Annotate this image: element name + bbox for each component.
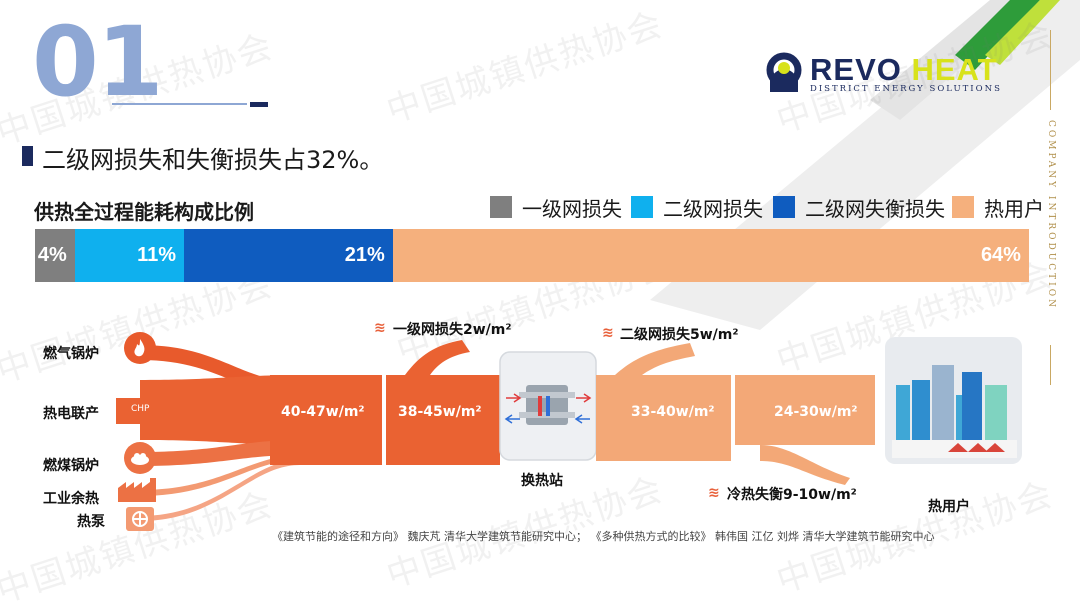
flow-stream-industrial	[140, 455, 300, 496]
legend-swatch	[631, 196, 653, 218]
flow-value: 24-30w/m²	[774, 404, 858, 420]
flow-stream-heat-pump	[140, 460, 300, 521]
flame-icon	[124, 332, 156, 364]
flow-loss-imbalance	[760, 445, 850, 485]
heat-wave-icon: ≋	[602, 325, 614, 341]
station-label: 换热站	[521, 473, 563, 489]
source-heat-pump: 热泵	[77, 514, 105, 530]
legend-label: 二级网损失	[663, 196, 763, 221]
factory-icon	[118, 478, 156, 502]
chart-title: 供热全过程能耗构成比例	[34, 200, 254, 224]
bar-segment-label: 21%	[344, 244, 385, 266]
legend-swatch	[952, 196, 974, 218]
flow-loss-secondary	[615, 343, 695, 375]
citation: 《建筑节能的途径和方向》 魏庆芃 清华大学建筑节能研究中心； 《多种供热方式的比…	[272, 530, 935, 543]
side-text: COMPANY INTRODUCTION	[1046, 120, 1056, 310]
heat-pump-icon	[126, 507, 154, 531]
source-gas-boiler: 燃气锅炉	[43, 346, 99, 362]
logo-brand-main: REVO	[810, 52, 902, 87]
flow-stream-coal-boiler	[140, 440, 300, 466]
loss-imbalance-label: 冷热失衡9-10w/m²	[727, 487, 857, 503]
legend-swatch	[490, 196, 512, 218]
flow-loss-primary	[405, 340, 470, 375]
side-rule	[1050, 30, 1051, 110]
heat-wave-icon: ≋	[708, 485, 720, 501]
bar-segment: 4%	[35, 229, 75, 282]
chp-plant-icon	[116, 386, 166, 424]
source-industrial-waste-heat: 工业余热	[43, 491, 99, 507]
logo-tagline: DISTRICT ENERGY SOLUTIONS	[810, 84, 1002, 94]
loss-secondary-label: 二级网损失5w/m²	[620, 327, 739, 343]
logo-wordmark: REVO HEAT	[810, 52, 998, 88]
source-coal-boiler: 燃煤锅炉	[43, 458, 99, 474]
heat-wave-icon: ≋	[374, 320, 386, 336]
legend-label: 二级网失衡损失	[805, 196, 945, 221]
legend-item: 一级网损失	[490, 194, 622, 221]
user-label: 热用户	[928, 499, 970, 515]
source-chp: 热电联产	[43, 406, 99, 422]
headline-bullet	[22, 146, 33, 166]
flow-value: 38-45w/m²	[398, 404, 482, 420]
flow-main-4	[735, 375, 875, 445]
legend-item: 热用户	[952, 194, 1044, 221]
flow-main-2	[386, 375, 500, 465]
section-rule-accent	[250, 102, 268, 107]
bar-segment: 64%	[392, 229, 1029, 282]
flow-value: 40-47w/m²	[281, 404, 365, 420]
flow-main-3	[596, 375, 731, 461]
flow-value: 33-40w/m²	[631, 404, 715, 420]
flow-main-1	[270, 375, 382, 465]
bar-segment-label: 64%	[980, 244, 1021, 266]
bar-segment-label: 4%	[37, 244, 67, 266]
bar-segment-label: 11%	[137, 244, 177, 266]
logo-brand-accent: HEAT	[911, 52, 998, 87]
bar-segment: 11%	[74, 229, 185, 282]
logo-icon	[766, 52, 802, 92]
section-rule	[112, 103, 247, 105]
section-number: 01	[32, 6, 164, 118]
chp-icon-label: CHP	[131, 404, 150, 414]
headline: 二级网损失和失衡损失占32%。	[42, 146, 384, 174]
legend-swatch	[773, 196, 795, 218]
composition-bar: 4% 11% 21% 64%	[35, 229, 1029, 282]
loss-primary-label: 一级网损失2w/m²	[393, 322, 512, 338]
legend-item: 二级网损失	[631, 194, 763, 221]
legend-label: 一级网损失	[522, 196, 622, 221]
legend-item: 二级网失衡损失	[773, 194, 945, 221]
bar-segment: 21%	[184, 229, 393, 282]
side-rule	[1050, 345, 1051, 385]
coal-icon	[124, 442, 156, 474]
flow-stream-chp	[140, 375, 300, 445]
energy-flow-diagram	[140, 337, 1022, 521]
legend-label: 热用户	[984, 196, 1044, 221]
